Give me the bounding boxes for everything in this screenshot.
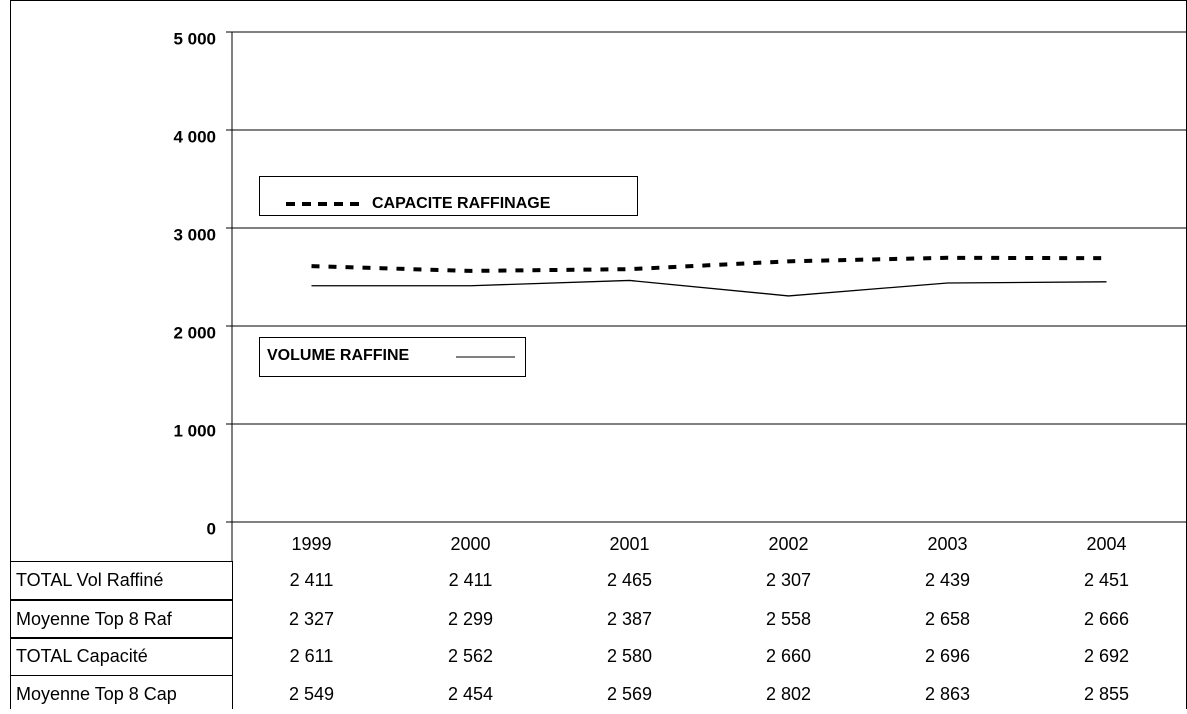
table-cell: 2 549: [289, 684, 334, 704]
table-row-header-cell: [10, 600, 233, 639]
y-tick-label: 2 000: [173, 323, 216, 342]
y-tick-label: 4 000: [173, 127, 216, 146]
table-row-header: TOTAL Capacité: [16, 646, 148, 666]
table-cell: 2 439: [925, 570, 970, 590]
table-cell: 2 307: [766, 570, 811, 590]
x-tick-label: 2000: [450, 534, 490, 554]
y-tick-label: 1 000: [173, 421, 216, 440]
y-tick-label: 3 000: [173, 225, 216, 244]
y-tick-label: 0: [207, 519, 216, 538]
table-cell: 2 658: [925, 609, 970, 629]
table-cell: 2 327: [289, 609, 334, 629]
table-cell: 2 611: [290, 646, 334, 666]
table-cell: 2 666: [1084, 609, 1129, 629]
x-tick-label: 2004: [1086, 534, 1126, 554]
annotation-box: [259, 176, 638, 216]
table-cell: 2 863: [925, 684, 970, 704]
table-cell: 2 692: [1084, 646, 1129, 666]
table-row-header: Moyenne Top 8 Raf: [16, 609, 173, 629]
table-cell: 2 855: [1084, 684, 1129, 704]
chart-border: [10, 0, 1187, 714]
table-cell: 2 580: [607, 646, 652, 666]
table-cell: 2 569: [607, 684, 652, 704]
table-cell: 2 387: [607, 609, 652, 629]
table-cell: 2 558: [766, 609, 811, 629]
table-cell: 2 562: [448, 646, 493, 666]
table-cell: 2 802: [766, 684, 811, 704]
table-cell: 2 696: [925, 646, 970, 666]
series-line: [311, 279, 1107, 297]
table-cell: 2 465: [607, 570, 652, 590]
table-cell: 2 411: [290, 570, 334, 590]
table-cell: 2 660: [766, 646, 811, 666]
table-row-header: Moyenne Top 8 Cap: [16, 684, 177, 704]
series-line: [311, 255, 1107, 273]
x-tick-label: 1999: [291, 534, 331, 554]
table-row-header-cell: [10, 561, 233, 600]
x-tick-label: 2001: [609, 534, 649, 554]
x-tick-label: 2003: [927, 534, 967, 554]
y-tick-label: 5 000: [173, 29, 216, 48]
table-cell: 2 299: [448, 609, 493, 629]
table-cell: 2 451: [1084, 570, 1129, 590]
table-cell: 2 454: [448, 684, 493, 704]
table-row-header: TOTAL Vol Raffiné: [16, 570, 163, 590]
annotation: VOLUME RAFFINE: [267, 347, 410, 364]
table-cell: 2 411: [449, 570, 493, 590]
x-tick-label: 2002: [768, 534, 808, 554]
annotation: CAPACITE RAFFINAGE: [372, 195, 551, 212]
